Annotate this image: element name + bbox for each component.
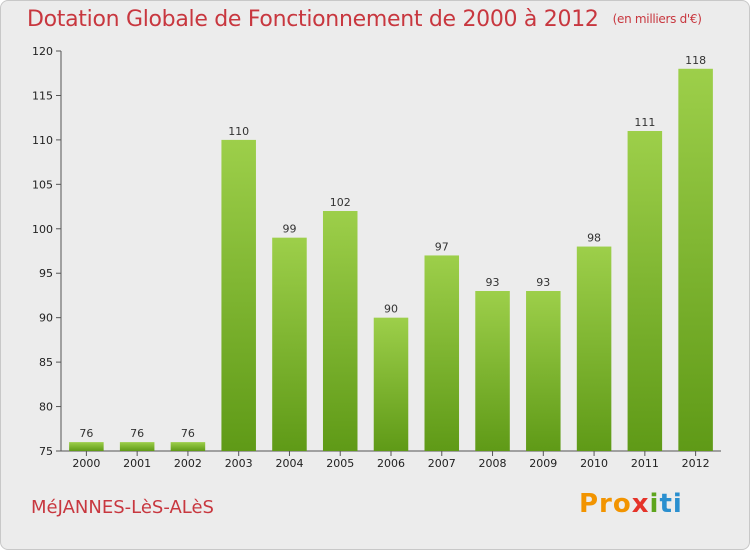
y-tick-label: 95 (39, 267, 53, 280)
bar-2009 (526, 291, 561, 451)
bar-value-label: 93 (486, 276, 500, 289)
y-tick-label: 85 (39, 356, 53, 369)
x-tick-label: 2003 (225, 457, 253, 470)
bar-value-label: 99 (282, 223, 296, 236)
chart-labels: 76 2000 76 2001 76 2002 110 2003 99 2004 102 2005 90… (72, 54, 709, 470)
bar-2011 (627, 131, 663, 451)
bar-2010 (576, 246, 612, 451)
y-tick-label: 110 (32, 134, 53, 147)
logo-part-3: i (649, 489, 660, 519)
y-tick-label: 100 (32, 223, 53, 236)
x-tick-label: 2012 (682, 457, 710, 470)
y-tick-label: 80 (39, 401, 53, 414)
y-tick-label: 105 (32, 178, 53, 191)
x-tick-label: 2001 (123, 457, 151, 470)
logo-part-2: x (631, 489, 650, 519)
bar-2000 (69, 442, 104, 451)
bar-2004 (272, 237, 307, 451)
x-tick-label: 2009 (529, 457, 557, 470)
commune-name: MéJANNES-LèS-ALèS (31, 497, 214, 518)
x-tick-label: 2008 (479, 457, 507, 470)
x-tick-label: 2006 (377, 457, 405, 470)
chart-title-text: Dotation Globale de Fonctionnement de 20… (27, 7, 599, 32)
x-tick-label: 2011 (631, 457, 659, 470)
bar-value-label: 76 (181, 427, 195, 440)
y-tick-label: 115 (32, 89, 53, 102)
logo-part-4: ti (659, 489, 683, 519)
bar-value-label: 118 (685, 54, 706, 67)
bar-2008 (475, 291, 510, 451)
chart-axes: 75 80 85 90 95 100 105 110 115 120 (32, 45, 721, 458)
x-tick-label: 2002 (174, 457, 202, 470)
bar-2003 (221, 139, 256, 451)
x-tick-label: 2010 (580, 457, 608, 470)
bar-value-label: 93 (536, 276, 550, 289)
bar-value-label: 76 (130, 427, 144, 440)
logo-part-1: Pro (579, 489, 632, 519)
y-tick-label: 120 (32, 45, 53, 58)
x-tick-label: 2005 (326, 457, 354, 470)
chart-bars (69, 68, 713, 452)
bar-2012 (678, 68, 713, 452)
bar-value-label: 111 (634, 116, 655, 129)
bar-value-label: 98 (587, 232, 601, 245)
bar-2002 (170, 442, 206, 451)
bar-2001 (119, 442, 155, 451)
bar-value-label: 102 (330, 196, 351, 209)
bar-value-label: 97 (435, 240, 449, 253)
bar-2006 (373, 317, 409, 451)
x-tick-label: 2004 (275, 457, 303, 470)
y-tick-label: 75 (39, 445, 53, 458)
y-tick-label: 90 (39, 312, 53, 325)
x-tick-label: 2000 (72, 457, 100, 470)
x-tick-label: 2007 (428, 457, 456, 470)
bar-2007 (424, 255, 460, 451)
bar-2005 (322, 211, 358, 451)
chart-title: Dotation Globale de Fonctionnement de 20… (27, 7, 702, 32)
bar-value-label: 90 (384, 303, 398, 316)
bar-value-label: 76 (79, 427, 93, 440)
proxiti-logo[interactable]: Proxiti (579, 489, 683, 519)
chart-unit: (en milliers d'€) (612, 12, 702, 26)
bar-value-label: 110 (228, 125, 249, 138)
